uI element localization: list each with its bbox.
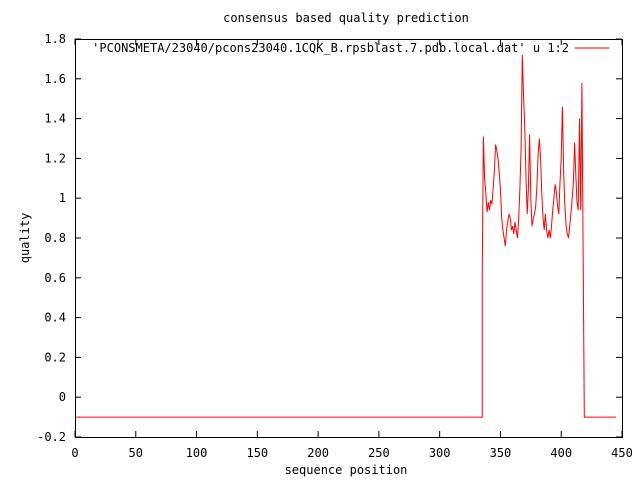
y-tick-label: 0.8 <box>44 231 66 245</box>
x-tick-label: 450 <box>611 446 633 460</box>
x-tick-label: 300 <box>429 446 451 460</box>
x-tick-label: 200 <box>307 446 329 460</box>
y-tick-label: 1.6 <box>44 72 66 86</box>
y-tick-label: 0.6 <box>44 271 66 285</box>
series-line <box>76 54 616 418</box>
y-tick-label: 1.2 <box>44 151 66 165</box>
y-tick-label: -0.2 <box>37 430 66 444</box>
x-tick-label: 400 <box>550 446 572 460</box>
x-tick-label: 150 <box>246 446 268 460</box>
legend-label: 'PCONSMETA/23040/pcons23040.1CQK_B.rpsbl… <box>92 41 569 55</box>
x-tick-label: 50 <box>129 446 143 460</box>
x-axis-label: sequence position <box>285 463 408 477</box>
y-tick-label: 0.4 <box>44 311 66 325</box>
y-tick-label: 0 <box>59 390 66 404</box>
plot-frame <box>75 39 623 438</box>
legend: 'PCONSMETA/23040/pcons23040.1CQK_B.rpsbl… <box>92 41 609 55</box>
chart-title: consensus based quality prediction <box>223 11 469 25</box>
x-tick-label: 250 <box>368 446 390 460</box>
axis-ticks: 0 50 100 150 200 250 300 350 400 450 -0.2 0 0.2 0.4 0.… <box>37 32 633 460</box>
y-axis-label: quality <box>18 213 32 264</box>
series-layer <box>76 54 616 418</box>
x-tick-label: 100 <box>186 446 208 460</box>
y-tick-label: 1.8 <box>44 32 66 46</box>
y-tick-label: 1.4 <box>44 112 66 126</box>
x-tick-label: 0 <box>71 446 78 460</box>
x-tick-label: 350 <box>490 446 512 460</box>
y-tick-label: 0.2 <box>44 350 66 364</box>
y-tick-label: 1 <box>59 191 66 205</box>
